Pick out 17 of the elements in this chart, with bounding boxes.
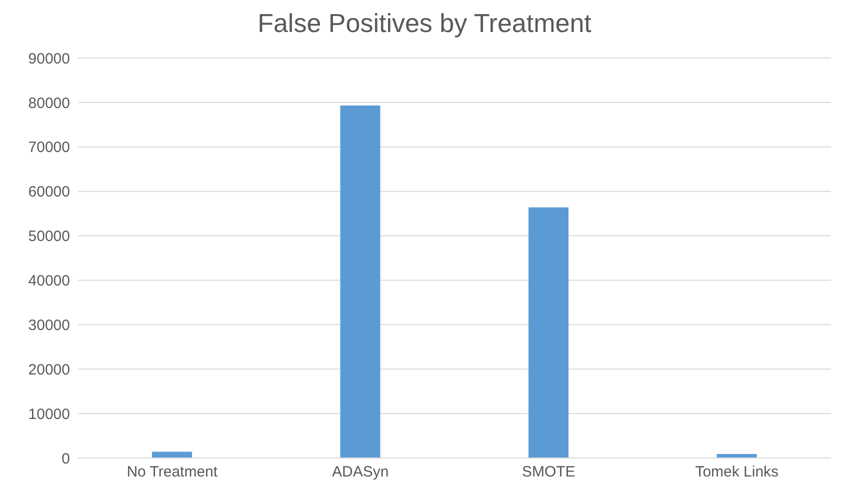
chart-title: False Positives by Treatment xyxy=(256,8,592,40)
y-tick-label: 30000 xyxy=(28,316,70,334)
y-tick-label: 0 xyxy=(62,450,70,468)
x-tick-label: Tomek Links xyxy=(695,464,779,481)
y-tick-label: 70000 xyxy=(28,139,70,156)
bar xyxy=(340,106,380,458)
x-tick-label: ADASyn xyxy=(332,464,389,481)
x-tick-label: No Treatment xyxy=(126,464,218,481)
bar xyxy=(528,207,568,458)
y-tick-label: 40000 xyxy=(28,272,70,290)
y-tick-label: 10000 xyxy=(28,406,70,423)
y-tick-label: 50000 xyxy=(28,228,70,246)
y-tick-label: 60000 xyxy=(28,184,70,201)
y-tick-label: 80000 xyxy=(28,94,70,112)
y-tick-label: 90000 xyxy=(28,50,70,68)
y-tick-label: 20000 xyxy=(28,361,70,378)
x-tick-label: SMOTE xyxy=(522,464,576,481)
